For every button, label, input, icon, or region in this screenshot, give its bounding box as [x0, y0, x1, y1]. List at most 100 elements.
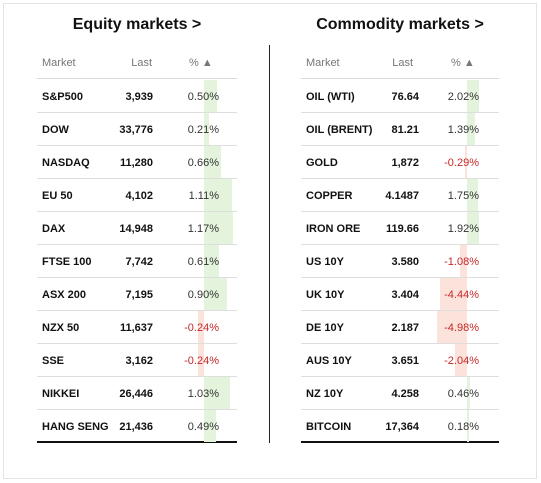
market-name: GOLD — [306, 157, 338, 169]
percent-column-header[interactable]: % ▲ — [189, 57, 213, 69]
table-row[interactable]: US 10Y 3.580 -1.08% — [301, 245, 499, 278]
percent-change: 0.61% — [187, 256, 219, 268]
market-name: NIKKEI — [42, 388, 80, 400]
market-name: SSE — [42, 355, 65, 367]
percent-change: 1.75% — [447, 190, 479, 202]
table-row[interactable]: BITCOIN 17,364 0.18% — [301, 410, 499, 443]
last-price: 26,446 — [119, 388, 153, 400]
table-row[interactable]: GOLD 1,872 -0.29% — [301, 146, 499, 179]
table-row[interactable]: SSE 3,162 -0.24% — [37, 344, 237, 377]
change-bar — [439, 278, 467, 310]
change-bar — [467, 179, 478, 211]
change-bar — [198, 311, 204, 343]
last-price: 3.580 — [391, 256, 419, 268]
markets-widget — [3, 3, 537, 479]
market-name: DOW — [42, 124, 69, 136]
last-price: 21,436 — [119, 421, 153, 433]
market-name: IRON ORE — [306, 223, 361, 235]
change-bar — [198, 344, 204, 376]
table-row[interactable]: NZX 50 11,637 -0.24% — [37, 311, 237, 344]
last-price: 3.651 — [391, 355, 419, 367]
table-row[interactable]: DAX 14,948 1.17% — [37, 212, 237, 245]
last-price: 4.1487 — [385, 190, 419, 202]
change-bar — [204, 113, 210, 145]
change-bar — [204, 146, 221, 178]
table-row[interactable]: DE 10Y 2.187 -4.98% — [301, 311, 499, 344]
table-row[interactable]: COPPER 4.1487 1.75% — [301, 179, 499, 212]
last-price: 17,364 — [385, 421, 419, 433]
percent-change: 1.11% — [188, 190, 219, 202]
last-price: 4,102 — [125, 190, 153, 202]
percent-change: 0.90% — [187, 289, 219, 301]
table-row[interactable]: OIL (BRENT) 81.21 1.39% — [301, 113, 499, 146]
percent-change: 0.46% — [447, 388, 479, 400]
table-row[interactable]: IRON ORE 119.66 1.92% — [301, 212, 499, 245]
percent-change: 1.03% — [187, 388, 219, 400]
percent-change: 1.39% — [447, 124, 479, 136]
percent-change: 0.66% — [187, 157, 219, 169]
commodity-markets-link[interactable]: Commodity markets > — [316, 16, 484, 33]
table-row[interactable]: HANG SENG 21,436 0.49% — [37, 410, 237, 443]
last-price: 11,280 — [119, 157, 153, 169]
table-row[interactable]: EU 50 4,102 1.11% — [37, 179, 237, 212]
last-price: 11,637 — [119, 322, 153, 334]
market-name: OIL (WTI) — [306, 91, 355, 103]
table-row[interactable]: NIKKEI 26,446 1.03% — [37, 377, 237, 410]
equity-markets-link[interactable]: Equity markets > — [72, 16, 202, 33]
percent-column-header[interactable]: % ▲ — [451, 57, 475, 69]
market-name: AUS 10Y — [306, 355, 352, 367]
market-name: OIL (BRENT) — [306, 124, 373, 136]
change-bar — [467, 80, 480, 112]
last-price: 76.64 — [391, 91, 419, 103]
table-row[interactable]: S&P500 3,939 0.50% — [37, 80, 237, 113]
last-price: 33,776 — [119, 124, 153, 136]
market-name: HANG SENG — [42, 421, 109, 433]
percent-change: -2.04% — [444, 355, 479, 367]
change-bar — [460, 245, 467, 277]
commodity-table-body: OIL (WTI) 76.64 2.02% OIL (BRENT) 81.21 1.39%… — [301, 80, 499, 443]
percent-change: 0.49% — [187, 421, 219, 433]
last-price: 7,195 — [125, 289, 153, 301]
table-row[interactable]: ASX 200 7,195 0.90% — [37, 278, 237, 311]
change-bar — [204, 80, 217, 112]
last-price: 2.187 — [391, 322, 419, 334]
market-name: DAX — [42, 223, 66, 235]
market-name: S&P500 — [42, 91, 83, 103]
table-row[interactable]: FTSE 100 7,742 0.61% — [37, 245, 237, 278]
market-name: BITCOIN — [306, 421, 352, 433]
percent-change: 0.21% — [187, 124, 219, 136]
market-name: NZ 10Y — [306, 388, 344, 400]
equity-table-header: Market Last % ▲ — [37, 46, 237, 79]
change-bar — [454, 344, 467, 376]
change-bar — [467, 113, 476, 145]
table-row[interactable]: NZ 10Y 4.258 0.46% — [301, 377, 499, 410]
percent-change: 1.17% — [187, 223, 219, 235]
table-row[interactable]: OIL (WTI) 76.64 2.02% — [301, 80, 499, 113]
market-column-header: Market — [42, 57, 76, 69]
last-column-header: Last — [392, 57, 413, 69]
change-bar — [436, 311, 467, 343]
market-name: DE 10Y — [306, 322, 344, 334]
change-bar — [204, 245, 220, 277]
last-price: 119.66 — [385, 223, 419, 235]
last-price: 3,162 — [125, 355, 153, 367]
last-price: 4.258 — [391, 388, 419, 400]
change-bar — [467, 410, 469, 442]
market-name: NZX 50 — [42, 322, 80, 334]
percent-change: -0.29% — [444, 157, 479, 169]
market-column-header: Market — [306, 57, 340, 69]
last-price: 81.21 — [391, 124, 419, 136]
table-row[interactable]: DOW 33,776 0.21% — [37, 113, 237, 146]
change-bar — [204, 212, 234, 244]
change-bar — [467, 212, 479, 244]
market-name: US 10Y — [306, 256, 344, 268]
last-column-header: Last — [131, 57, 152, 69]
percent-change: -1.08% — [444, 256, 479, 268]
table-row[interactable]: UK 10Y 3.404 -4.44% — [301, 278, 499, 311]
percent-change: 0.18% — [447, 421, 479, 433]
commodity-table-header: Market Last % ▲ — [301, 46, 499, 79]
equity-table-body: S&P500 3,939 0.50% DOW 33,776 0.21% NASDAQ 11,2… — [37, 80, 237, 443]
table-row[interactable]: AUS 10Y 3.651 -2.04% — [301, 344, 499, 377]
last-price: 7,742 — [125, 256, 153, 268]
table-row[interactable]: NASDAQ 11,280 0.66% — [37, 146, 237, 179]
